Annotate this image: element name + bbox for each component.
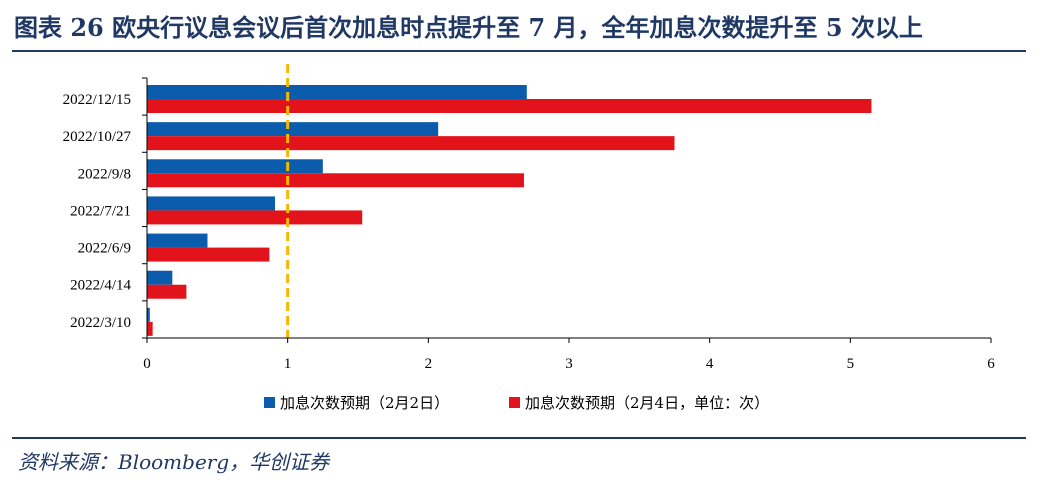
bar-feb4-2022-12-15 <box>147 99 872 113</box>
title-divider <box>12 50 1026 52</box>
bar-feb2-2022-9-8 <box>147 159 323 174</box>
bar-chart: 2022/12/152022/10/272022/9/82022/7/21202… <box>63 64 995 412</box>
bar-feb4-2022-3-10 <box>147 321 153 336</box>
category-label: 2022/10/27 <box>63 129 132 145</box>
x-tick-label: 1 <box>284 356 292 372</box>
legend-swatch-feb2 <box>264 397 275 408</box>
category-label: 2022/7/21 <box>70 203 131 219</box>
x-tick-label: 5 <box>847 356 855 372</box>
category-label: 2022/6/9 <box>78 241 131 257</box>
category-label: 2022/3/10 <box>70 315 131 331</box>
bar-feb4-2022-7-21 <box>147 210 363 225</box>
legend-label-feb2: 加息次数预期（2月2日） <box>280 394 449 412</box>
source-note: 资料来源：Bloomberg，华创证券 <box>18 450 330 474</box>
bar-feb2-2022-4-14 <box>147 270 173 285</box>
bar-feb4-2022-4-14 <box>147 284 187 299</box>
bar-feb4-2022-9-8 <box>147 173 524 188</box>
x-tick-label: 2 <box>425 356 433 372</box>
category-label: 2022/9/8 <box>78 166 131 182</box>
footer-divider <box>12 437 1026 439</box>
x-tick-label: 4 <box>706 356 714 372</box>
bar-feb2-2022-10-27 <box>147 122 439 137</box>
bar-feb4-2022-10-27 <box>147 136 675 151</box>
bar-feb2-2022-6-9 <box>147 233 208 248</box>
x-tick-label: 0 <box>143 356 151 372</box>
legend-label-feb4: 加息次数预期（2月4日，单位：次） <box>525 394 769 412</box>
chart-title: 图表 26 欧央行议息会议后首次加息时点提升至 7 月，全年加息次数提升至 5 … <box>14 13 923 42</box>
x-tick-label: 3 <box>565 356 573 372</box>
bar-feb2-2022-12-15 <box>147 85 527 99</box>
category-label: 2022/12/15 <box>63 92 131 108</box>
bar-feb4-2022-6-9 <box>147 247 270 262</box>
category-label: 2022/4/14 <box>70 278 131 294</box>
x-tick-label: 6 <box>987 356 995 372</box>
bar-feb2-2022-7-21 <box>147 196 276 211</box>
legend-swatch-feb4 <box>509 397 520 408</box>
bar-feb2-2022-3-10 <box>147 307 150 322</box>
